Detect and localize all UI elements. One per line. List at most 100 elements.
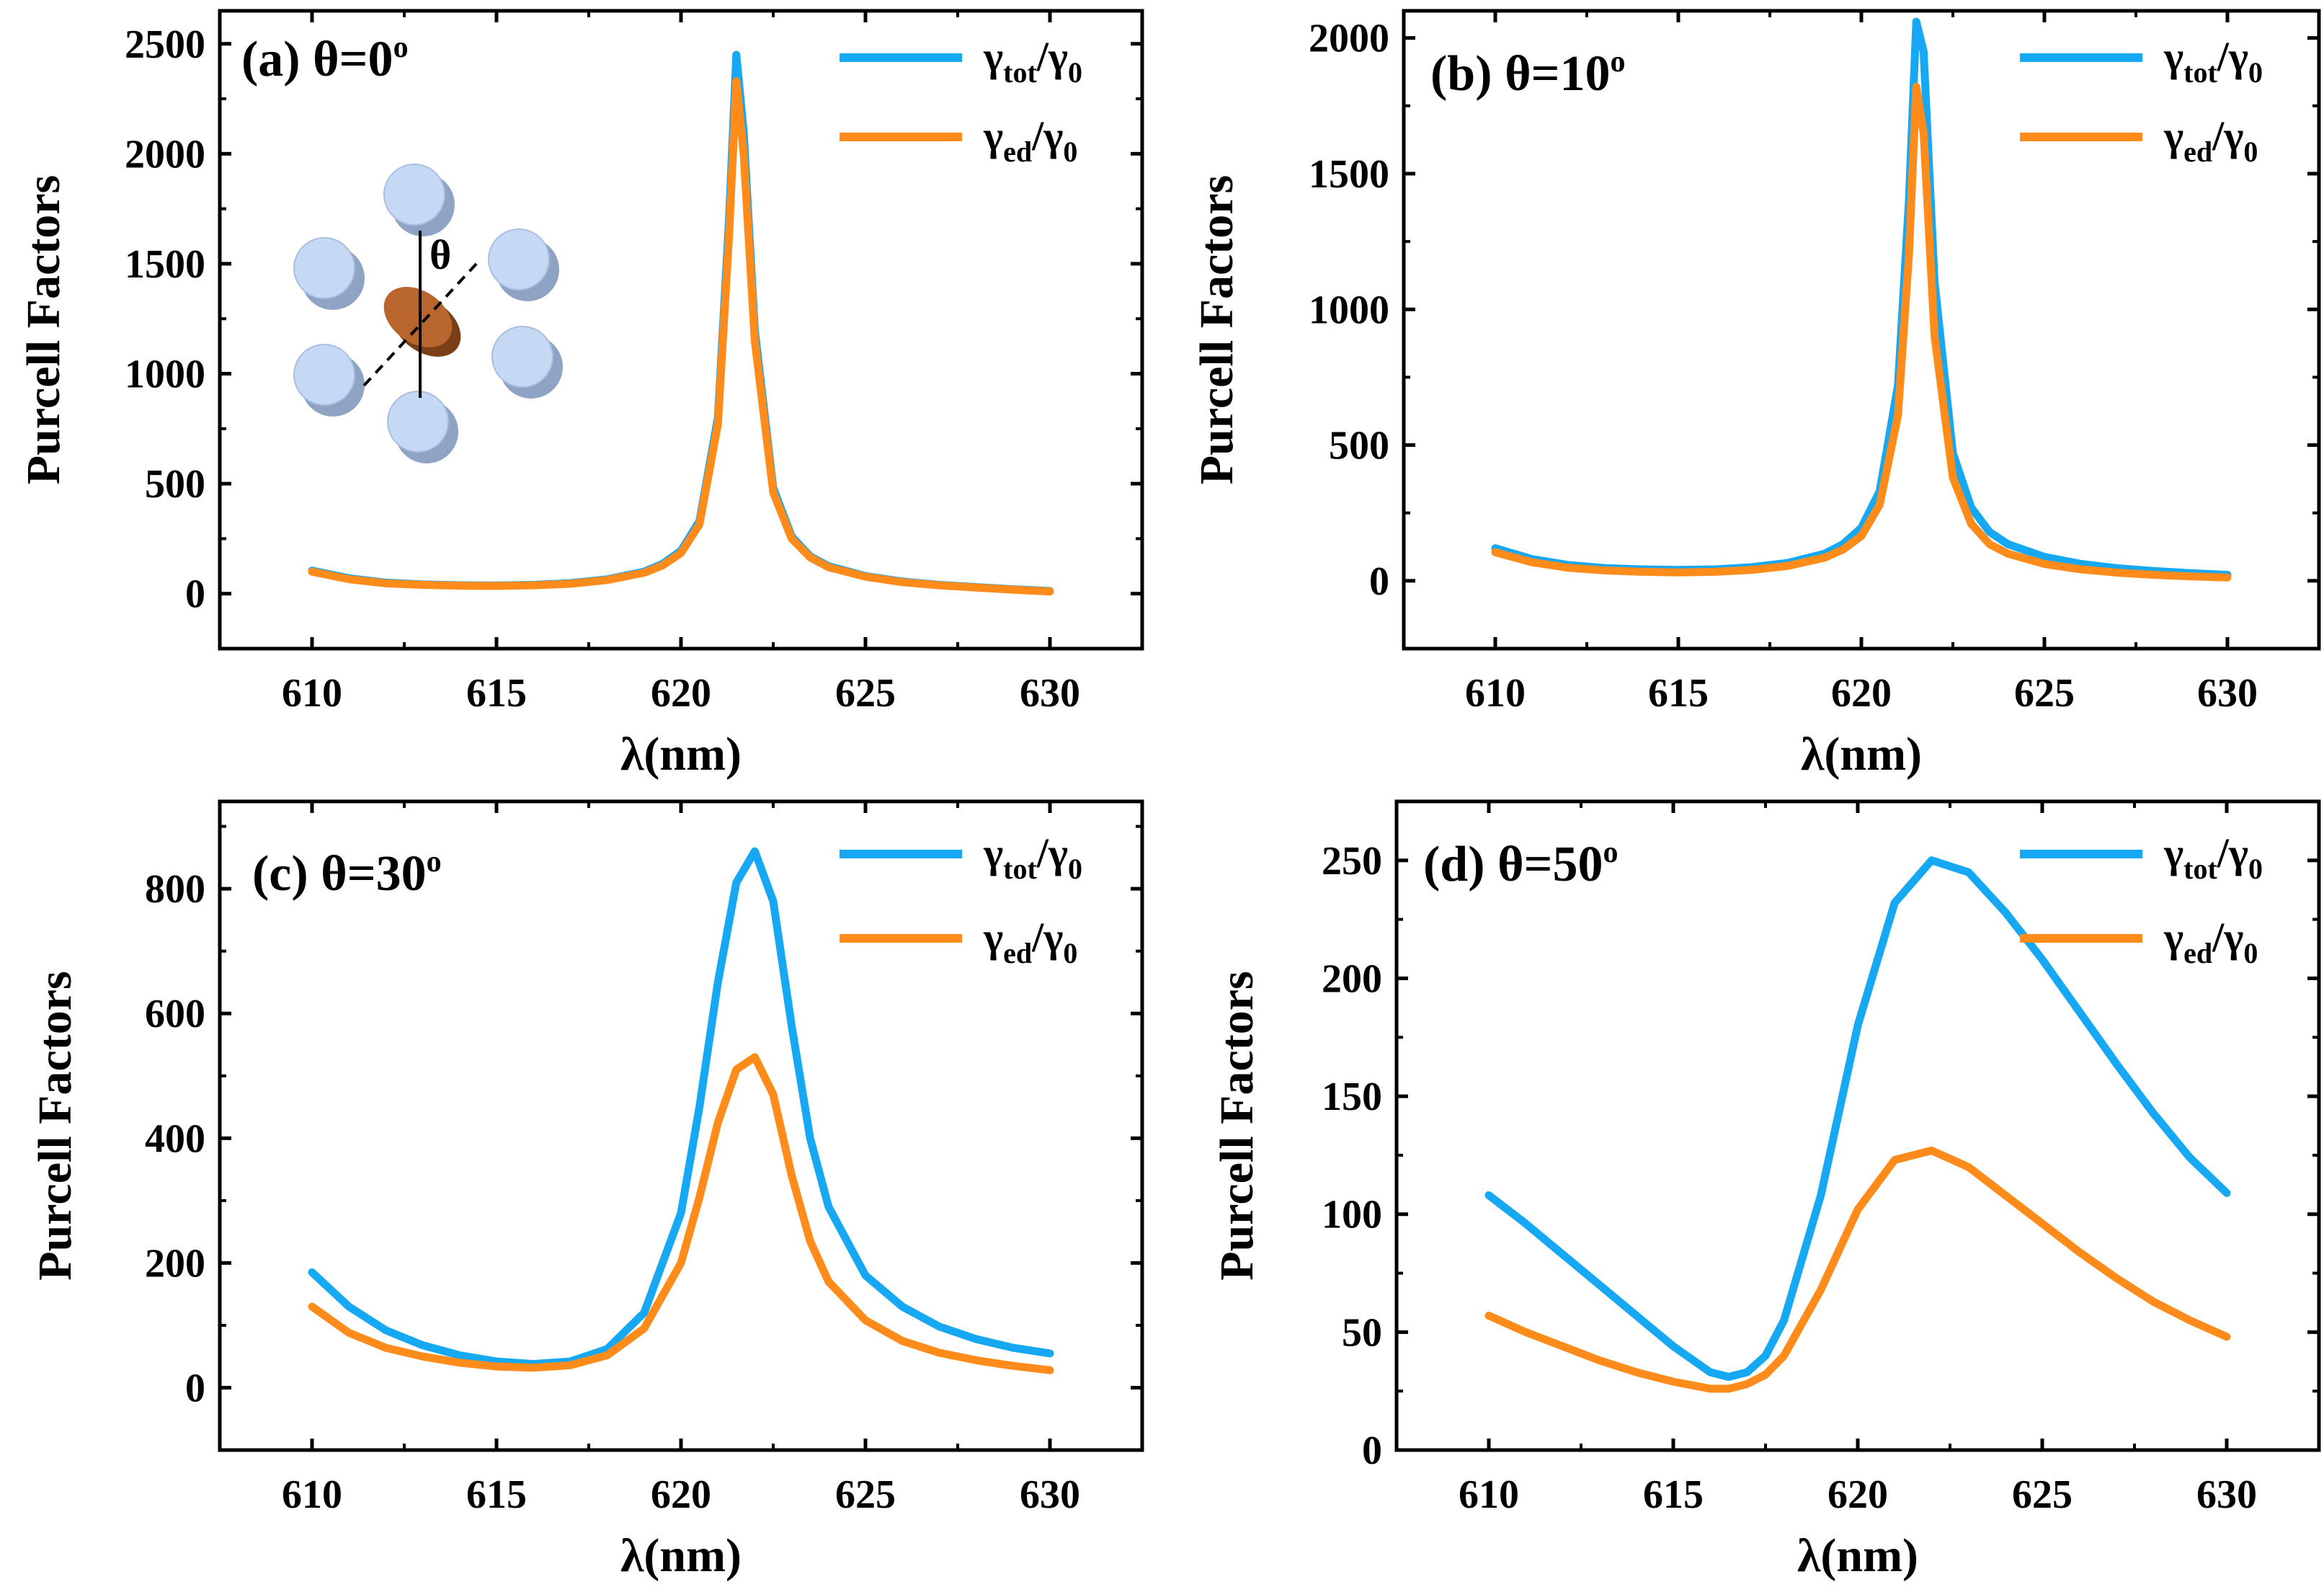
legend-label-ed: γed/γ0	[983, 914, 1077, 969]
y-tick-label: 0	[185, 1366, 205, 1410]
x-tick-label: 615	[466, 671, 527, 716]
panel-label: (c) θ=30o	[252, 845, 442, 902]
panel-letter: (c)	[252, 846, 321, 902]
legend-subscript-zero: 0	[1068, 56, 1082, 89]
series-line-ed	[308, 1053, 1054, 1374]
panel-c: 610 615 620 625 630 0 200 400 600 800 λ(nm) Purcell…	[29, 799, 1144, 1582]
x-tick-label: 630	[1020, 671, 1080, 716]
y-tick-label: 600	[145, 992, 205, 1036]
dipole-axis-line	[362, 262, 478, 387]
panel-letter: (d)	[1423, 837, 1497, 892]
y-tick-label: 500	[1329, 424, 1389, 468]
legend-gamma: γ	[983, 112, 1003, 159]
x-tick-label: 610	[282, 671, 342, 716]
y-tick-label: 0	[1369, 559, 1389, 604]
x-tick-label: 630	[1020, 1472, 1080, 1517]
y-tick-label: 150	[1322, 1075, 1382, 1119]
y-tick-label: 400	[145, 1116, 205, 1161]
x-tick-label: 625	[2012, 1472, 2073, 1517]
x-tick-label: 615	[466, 1472, 527, 1517]
series-line-ed	[1491, 82, 2232, 582]
x-tick-label: 630	[2196, 1472, 2257, 1517]
legend-subscript-zero: 0	[1068, 853, 1082, 885]
y-axis-label: Purcell Factors	[1211, 971, 1263, 1280]
y-tick-label: 1000	[1309, 288, 1389, 332]
panel-label: (a) θ=0o	[241, 31, 409, 87]
y-tick-label: 100	[1322, 1193, 1382, 1237]
panel-label: (b) θ=10o	[1430, 45, 1626, 102]
panel-letter: (b)	[1430, 46, 1505, 102]
legend-slash: /γ	[1036, 830, 1068, 876]
legend-subscript: ed	[2183, 135, 2212, 168]
legend-slash: /γ	[1036, 33, 1068, 80]
x-tick-label: 630	[2197, 671, 2258, 716]
legend-subscript-zero: 0	[2248, 853, 2263, 885]
series-line-ed	[308, 77, 1054, 596]
series-line-tot	[1484, 856, 2231, 1381]
panel-label: (d) θ=50o	[1423, 836, 1619, 892]
degree-sup: o	[393, 31, 409, 64]
legend-subscript: tot	[2183, 853, 2217, 885]
legend-label-ed: γed/γ0	[2163, 112, 2258, 168]
legend-label-tot: γtot/γ0	[983, 830, 1082, 885]
degree-sup: o	[427, 845, 442, 879]
degree-sup: o	[1603, 836, 1619, 869]
legend-subscript-zero: 0	[2243, 937, 2258, 969]
x-tick-label: 610	[282, 1472, 342, 1517]
legend-gamma: γ	[983, 914, 1003, 961]
legend-gamma: γ	[2163, 33, 2183, 80]
legend-slash: /γ	[2217, 33, 2248, 80]
x-axis-label: λ(nm)	[1797, 1529, 1918, 1582]
legend-subscript-zero: 0	[1063, 937, 1077, 969]
panel-b: 610 615 620 625 630 0 500 1000 1500 2000 λ(nm) Purc…	[1190, 9, 2321, 781]
y-tick-label: 1500	[1309, 152, 1389, 197]
legend-subscript: ed	[2183, 937, 2212, 969]
legend-gamma: γ	[2163, 112, 2183, 159]
y-tick-label: 1500	[125, 242, 205, 287]
y-tick-label: 2500	[125, 22, 205, 67]
series-line-tot	[308, 847, 1054, 1369]
y-tick-label: 50	[1342, 1310, 1382, 1355]
legend-subscript: tot	[2183, 56, 2217, 89]
legend-slash: /γ	[2217, 830, 2248, 876]
y-tick-label: 200	[145, 1241, 205, 1286]
legend-label-ed: γed/γ0	[2163, 914, 2258, 969]
y-tick-label: 800	[145, 867, 205, 912]
disk-top	[383, 287, 453, 347]
x-tick-label: 620	[1827, 1472, 1888, 1517]
theta-value: θ=30	[321, 846, 426, 902]
legend-gamma: γ	[983, 33, 1003, 80]
theta-value: θ=10	[1505, 46, 1610, 102]
y-tick-label: 2000	[1309, 17, 1389, 61]
panel-a: 610 615 620 625 630 0 500 1000 1500 2000 2500 λ(nm)…	[17, 9, 1144, 781]
x-axis-label: λ(nm)	[620, 728, 742, 781]
axes-frame	[1402, 9, 2321, 651]
x-axis-label: λ(nm)	[620, 1529, 742, 1582]
legend-label-tot: γtot/γ0	[2163, 830, 2263, 885]
legend-subscript-zero: 0	[2243, 135, 2258, 168]
legend-slash: /γ	[2212, 112, 2243, 159]
legend-label-tot: γtot/γ0	[2163, 33, 2263, 89]
y-tick-label: 0	[1362, 1428, 1382, 1473]
x-tick-label: 625	[835, 1472, 896, 1517]
legend-subscript: ed	[1003, 937, 1032, 969]
x-tick-label: 625	[835, 671, 896, 716]
y-axis-label: Purcell Factors	[17, 175, 70, 484]
x-tick-label: 620	[651, 1472, 711, 1517]
y-axis-label: Purcell Factors	[29, 971, 81, 1280]
legend-slash: /γ	[1031, 112, 1063, 159]
legend-subscript-zero: 0	[2248, 56, 2263, 89]
series-line-ed	[1484, 1146, 2231, 1393]
cylinder	[293, 237, 355, 299]
y-tick-label: 1000	[125, 352, 205, 397]
legend-gamma: γ	[983, 830, 1003, 876]
legend-subscript: ed	[1003, 135, 1032, 168]
x-tick-label: 625	[2014, 671, 2075, 716]
cylinder	[293, 344, 355, 406]
legend-subscript-zero: 0	[1063, 135, 1077, 168]
y-tick-label: 500	[145, 462, 205, 507]
y-tick-label: 250	[1322, 839, 1382, 884]
legend-slash: /γ	[1031, 914, 1063, 961]
y-tick-label: 200	[1322, 956, 1382, 1001]
